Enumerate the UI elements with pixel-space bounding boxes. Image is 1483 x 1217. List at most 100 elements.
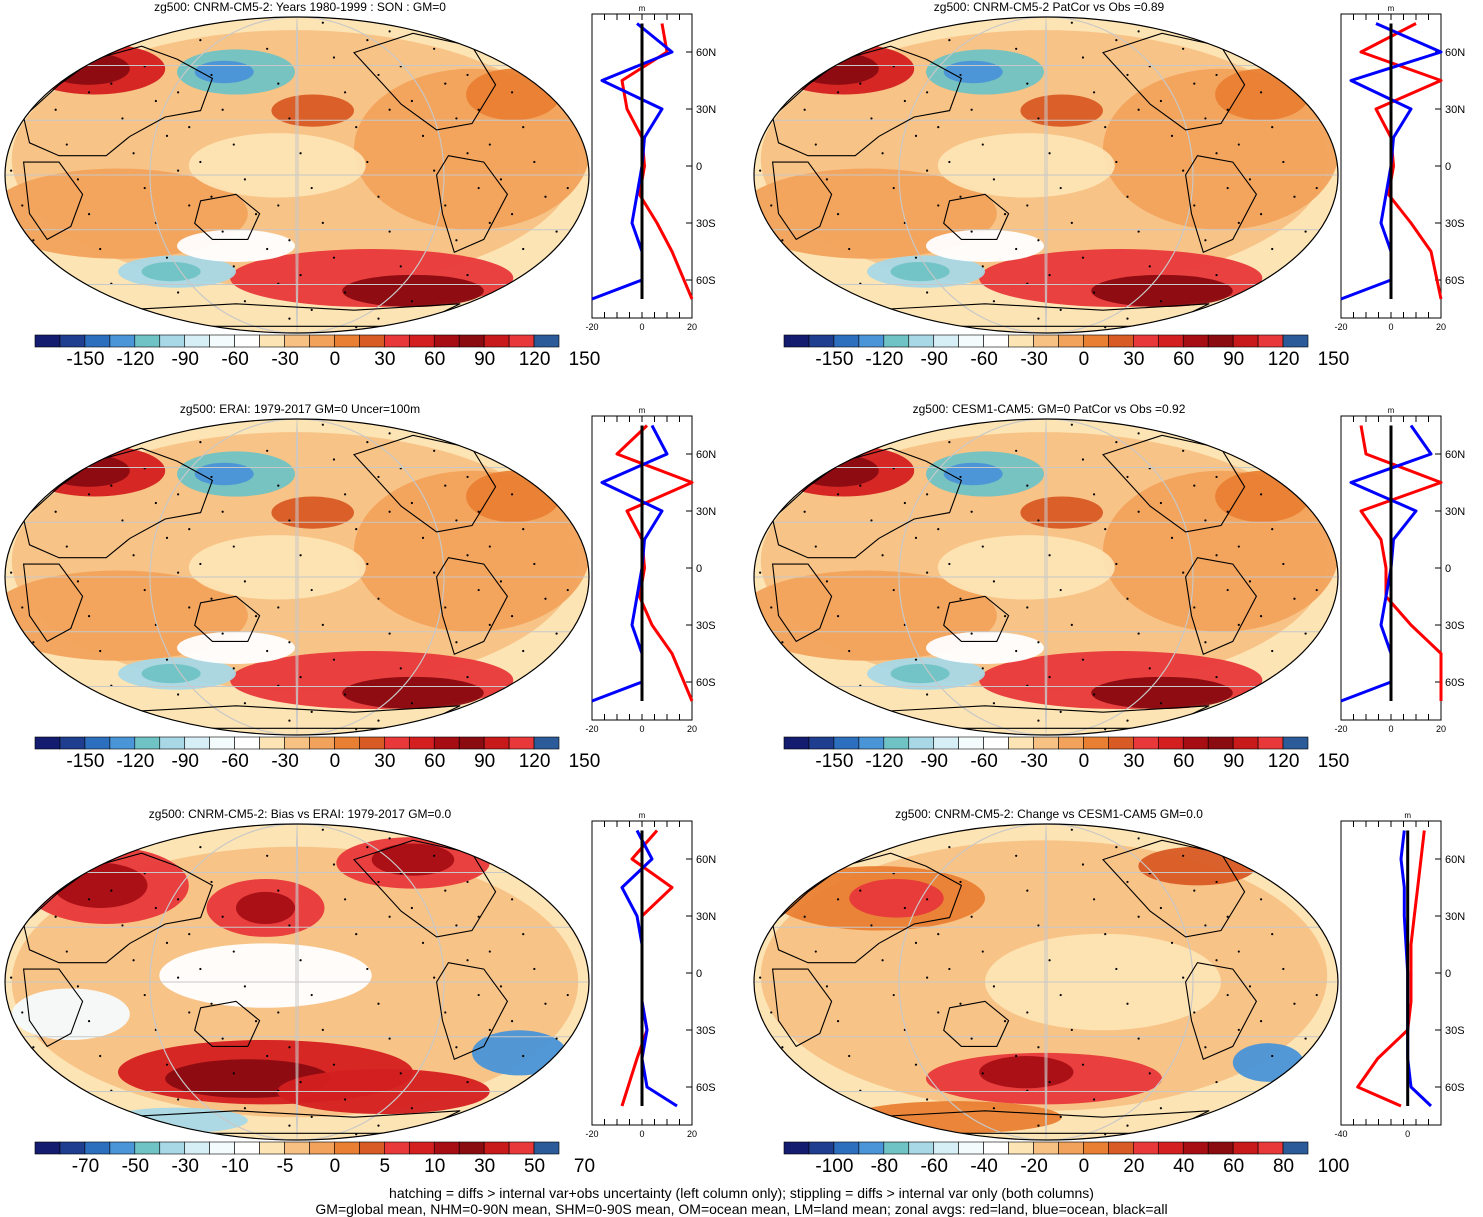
stipple-dot bbox=[1126, 1124, 1129, 1127]
contour-region bbox=[159, 943, 372, 1008]
stipple-dot bbox=[1293, 1124, 1296, 1127]
stipple-dot bbox=[914, 658, 918, 661]
stipple-dot bbox=[825, 580, 829, 583]
stipple-dot bbox=[937, 126, 940, 129]
stipple-dot bbox=[43, 273, 46, 277]
stipple-dot bbox=[165, 134, 169, 137]
stipple-dot bbox=[1137, 837, 1140, 840]
stipple-dot bbox=[1170, 941, 1174, 944]
coastline bbox=[436, 557, 509, 656]
stipple-dot bbox=[177, 1098, 180, 1101]
stipple-dot bbox=[310, 1115, 313, 1118]
contour-region bbox=[926, 229, 1044, 262]
stipple-dot bbox=[1293, 195, 1296, 198]
stipple-dot bbox=[1293, 317, 1296, 320]
colorbar-segment bbox=[359, 334, 385, 348]
stipple-dot bbox=[1293, 1002, 1296, 1005]
stipple-dot bbox=[466, 1080, 469, 1084]
stipple-dot bbox=[154, 906, 157, 910]
stipple-dot bbox=[881, 554, 884, 557]
stipple-dot bbox=[488, 221, 491, 224]
stipple-dot bbox=[859, 889, 862, 892]
colorbar-labels: -150 -120 -90 -60 -30 0 30 60 90 120 150 bbox=[14, 349, 600, 373]
stipple-dot bbox=[488, 143, 491, 146]
stipple-dot bbox=[937, 204, 940, 207]
stipple-dot bbox=[32, 1046, 35, 1049]
stipple-dot bbox=[177, 976, 180, 979]
stipple-dot bbox=[814, 545, 817, 548]
stipple-dot bbox=[455, 519, 458, 522]
stipple-dot bbox=[1137, 30, 1140, 33]
stipple-dot bbox=[848, 247, 851, 251]
stipple-dot bbox=[455, 117, 458, 120]
stipple-dot bbox=[749, 821, 750, 822]
colorbar-label: 100 bbox=[1317, 1156, 1350, 1177]
colorbar-segment bbox=[334, 334, 360, 348]
stipple-dot bbox=[1003, 615, 1007, 618]
stipple-dot bbox=[510, 493, 514, 496]
stipple-dot bbox=[1315, 588, 1318, 592]
stipple-dot bbox=[87, 493, 91, 496]
stipple-dot bbox=[266, 649, 269, 653]
colorbar-label: 30 bbox=[1123, 349, 1145, 370]
colorbar bbox=[34, 334, 560, 348]
stipple-dot bbox=[926, 169, 929, 172]
stipple-dot bbox=[399, 1072, 402, 1075]
stipple-dot bbox=[210, 880, 213, 884]
colorbar-label: 0 bbox=[1078, 751, 1090, 772]
coastline bbox=[353, 839, 497, 938]
stipple-dot bbox=[1159, 501, 1162, 505]
stipple-dot bbox=[1081, 1063, 1085, 1066]
x-tick-label: 20 bbox=[1436, 322, 1446, 330]
lat-label: 30N bbox=[1445, 104, 1465, 116]
stipple-dot bbox=[1159, 99, 1162, 103]
stipple-dot bbox=[881, 432, 884, 435]
colorbar-label: -30 bbox=[171, 1156, 199, 1177]
colorbar-label: -60 bbox=[970, 751, 998, 772]
stipple-dot bbox=[1282, 1089, 1285, 1092]
stipple-dot bbox=[343, 291, 347, 294]
colorbar-segment bbox=[483, 334, 510, 348]
stipple-dot bbox=[948, 441, 951, 444]
stipple-dot bbox=[288, 641, 291, 644]
colorbar-segment bbox=[1083, 1141, 1109, 1155]
stipple-dot bbox=[1059, 1115, 1062, 1118]
colorbar-label: 80 bbox=[1272, 1156, 1295, 1177]
stipple-dot bbox=[466, 554, 469, 557]
stipple-dot bbox=[277, 1011, 280, 1014]
stipple-dot bbox=[837, 821, 839, 822]
stipple-dot bbox=[221, 632, 224, 635]
stipple-dot bbox=[803, 1115, 806, 1118]
stipple-dot bbox=[10, 571, 13, 574]
stipple-dot bbox=[132, 554, 135, 557]
coastline bbox=[22, 968, 84, 1048]
stipple-dot bbox=[87, 1020, 91, 1023]
colorbar-segment bbox=[958, 736, 984, 750]
stipple-dot bbox=[1248, 863, 1252, 866]
colorbar-label: -60 bbox=[920, 1156, 948, 1177]
stipple-dot bbox=[1237, 1028, 1240, 1031]
stipple-dot bbox=[970, 510, 973, 513]
colorbar-segment bbox=[134, 334, 161, 348]
stipple-dot bbox=[981, 950, 984, 953]
stipple-dot bbox=[1226, 1115, 1229, 1118]
stipple-dot bbox=[65, 828, 68, 831]
colorbar-segment bbox=[259, 1141, 285, 1155]
stipple-dot bbox=[555, 432, 558, 435]
x-tick-label: -20 bbox=[585, 1129, 598, 1137]
contour-region bbox=[177, 631, 295, 664]
stipple-dot bbox=[310, 186, 313, 190]
colorbar-segment bbox=[858, 1141, 885, 1155]
lat-label: 30S bbox=[1445, 218, 1465, 230]
panel-p2: zg500: CNRM-CM5-2 PatCor vs Obs =0.89 -1… bbox=[749, 0, 1483, 385]
colorbar-segment bbox=[533, 334, 560, 348]
stipple-dot bbox=[937, 606, 940, 609]
stipple-dot bbox=[43, 1080, 46, 1084]
stipple-dot bbox=[65, 545, 68, 548]
colorbar-label: -80 bbox=[870, 1156, 899, 1177]
stipple-dot bbox=[926, 976, 929, 979]
contour-region bbox=[194, 462, 254, 486]
grid-line bbox=[1044, 824, 1048, 1140]
x-tick-label: -20 bbox=[1334, 724, 1347, 732]
x-tick-label: 0 bbox=[639, 1129, 644, 1137]
